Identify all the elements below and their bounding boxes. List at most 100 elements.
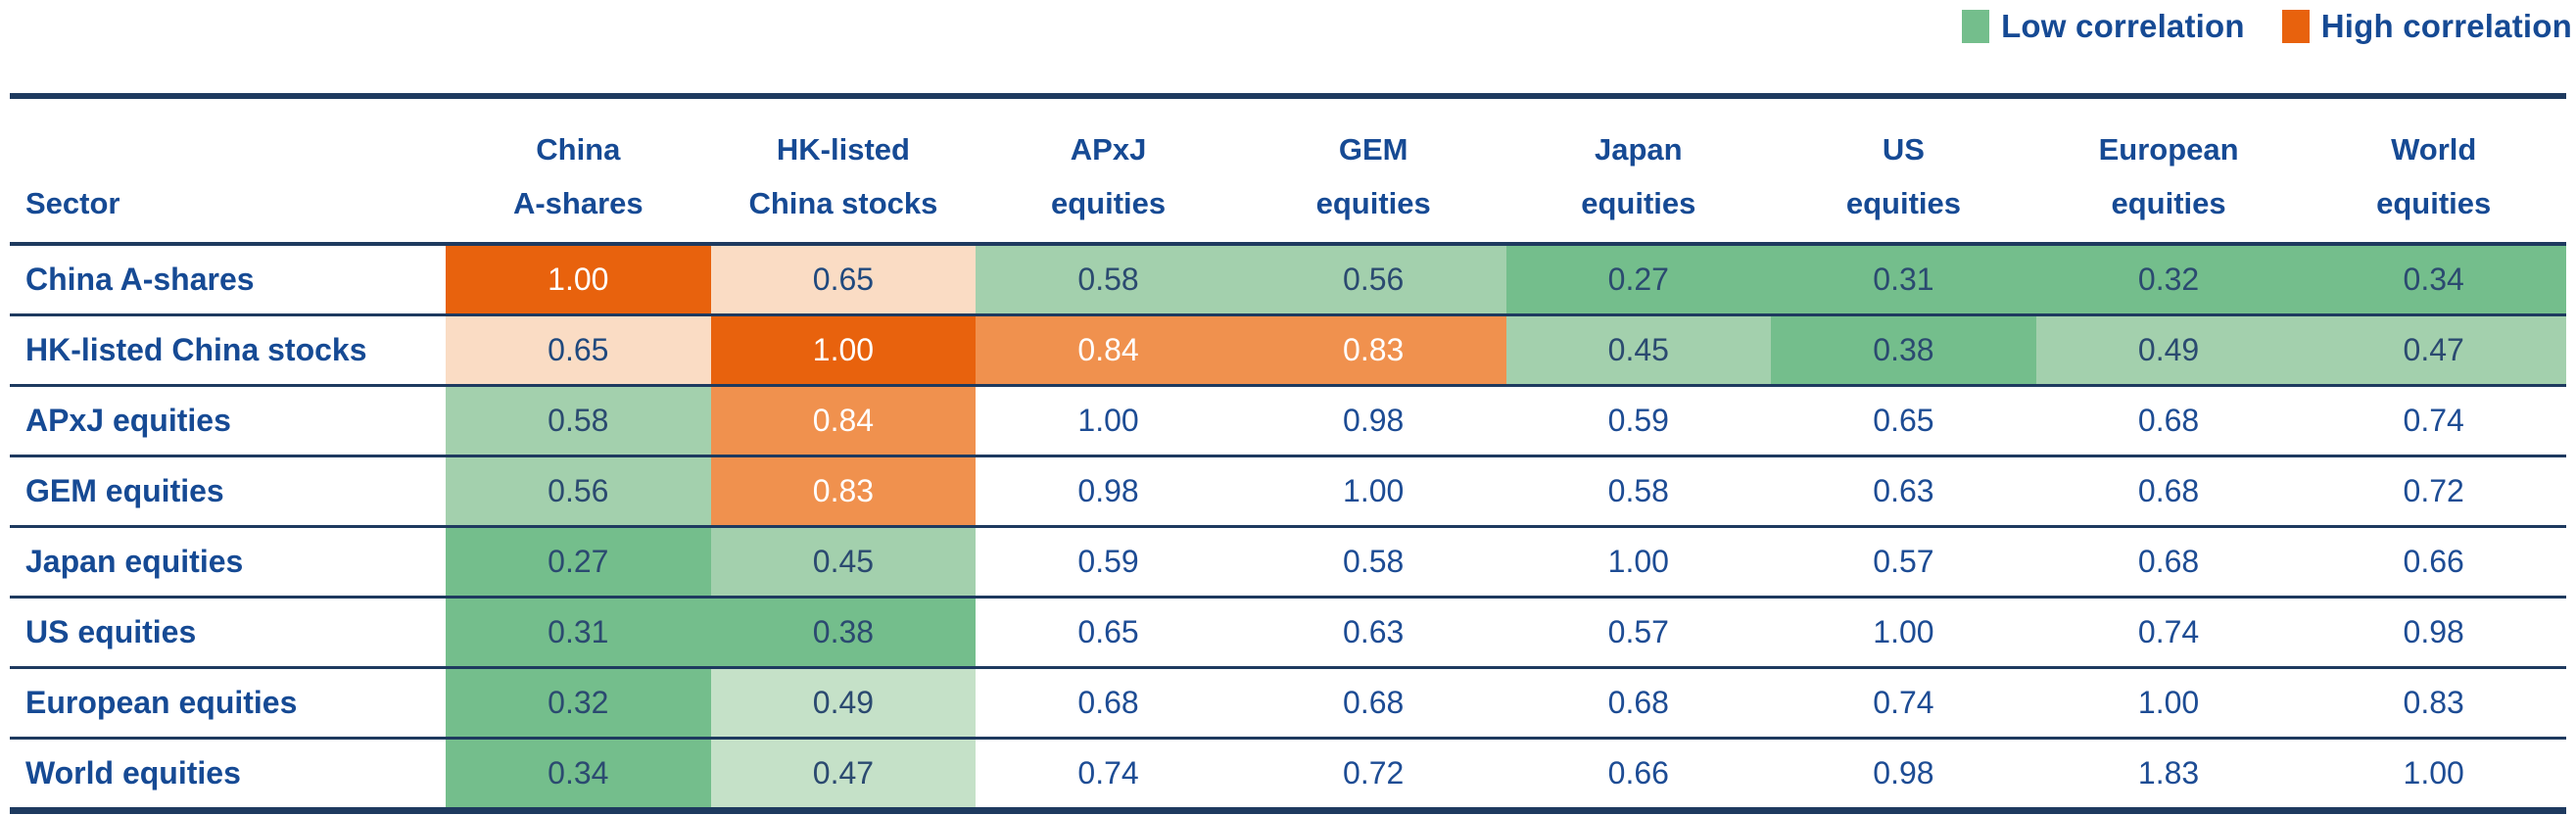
correlation-cell: 0.66 — [1505, 740, 1772, 807]
correlation-cell: 1.00 — [976, 387, 1241, 457]
column-header-line1: European — [2098, 131, 2239, 167]
correlation-cell: 0.83 — [2301, 669, 2566, 740]
correlation-cell: 0.45 — [1505, 316, 1772, 387]
correlation-cell: 1.00 — [2035, 669, 2302, 740]
correlation-cell: 0.68 — [2035, 457, 2302, 528]
legend-label-high: High correlation — [2320, 8, 2572, 44]
correlation-cell: 0.84 — [710, 387, 977, 457]
correlation-cell: 0.98 — [1240, 387, 1506, 457]
row-label: China A-shares — [10, 246, 446, 316]
low-correlation-swatch-icon — [1962, 10, 1990, 43]
correlation-cell: 1.00 — [1771, 599, 2036, 669]
correlation-cell: 0.68 — [2035, 528, 2302, 599]
correlation-cell: 0.83 — [710, 457, 977, 528]
high-correlation-swatch-icon — [2281, 10, 2310, 43]
column-header-line2: China stocks — [748, 185, 938, 220]
column-header: GEM equities — [1240, 99, 1506, 246]
correlation-cell: 0.34 — [446, 740, 711, 807]
column-header: European equities — [2035, 99, 2302, 246]
correlation-cell: 0.98 — [2301, 599, 2566, 669]
correlation-cell: 0.56 — [1240, 246, 1506, 316]
correlation-cell: 0.65 — [446, 316, 711, 387]
correlation-cell: 0.58 — [1240, 528, 1506, 599]
correlation-cell: 0.65 — [1771, 387, 2036, 457]
row-label: Japan equities — [10, 528, 446, 599]
column-header: China A-shares — [446, 99, 711, 246]
correlation-cell: 0.65 — [976, 599, 1241, 669]
correlation-cell: 0.31 — [1771, 246, 2036, 316]
correlation-cell: 0.65 — [710, 246, 977, 316]
correlation-matrix-table: Sector China A-shares HK-listed China stock… — [10, 93, 2566, 814]
row-label: HK-listed China stocks — [10, 316, 446, 387]
column-header-line2: equities — [1581, 185, 1696, 220]
correlation-cell: 1.00 — [710, 316, 977, 387]
correlation-cell: 0.72 — [2301, 457, 2566, 528]
correlation-cell: 0.47 — [2301, 316, 2566, 387]
correlation-cell: 0.63 — [1240, 599, 1506, 669]
column-header: APxJ equities — [976, 99, 1241, 246]
column-header-line2: equities — [2111, 185, 2226, 220]
correlation-cell: 1.00 — [1240, 457, 1506, 528]
column-header-line1: China — [536, 131, 621, 167]
correlation-cell: 0.68 — [1240, 669, 1506, 740]
correlation-cell: 1.00 — [2301, 740, 2566, 807]
column-header: US equities — [1771, 99, 2036, 246]
correlation-cell: 0.57 — [1771, 528, 2036, 599]
correlation-cell: 0.47 — [710, 740, 977, 807]
correlation-cell: 0.68 — [976, 669, 1241, 740]
column-header: World equities — [2301, 99, 2566, 246]
correlation-cell: 0.27 — [1505, 246, 1772, 316]
column-header-line1: GEM — [1338, 131, 1408, 167]
legend-label-low: Low correlation — [2001, 8, 2245, 44]
correlation-cell: 0.98 — [976, 457, 1241, 528]
legend-item-low: Low correlation — [1962, 8, 2245, 45]
correlation-cell: 0.58 — [1505, 457, 1772, 528]
correlation-cell: 0.32 — [446, 669, 711, 740]
correlation-cell: 0.31 — [446, 599, 711, 669]
row-label: GEM equities — [10, 457, 446, 528]
column-header-line2: equities — [2376, 185, 2492, 220]
correlation-cell: 1.00 — [446, 246, 711, 316]
correlation-cell: 0.58 — [446, 387, 711, 457]
correlation-cell: 0.74 — [2035, 599, 2302, 669]
correlation-cell: 0.38 — [710, 599, 977, 669]
row-label: European equities — [10, 669, 446, 740]
row-label: APxJ equities — [10, 387, 446, 457]
correlation-cell: 0.59 — [1505, 387, 1772, 457]
correlation-cell: 0.34 — [2301, 246, 2566, 316]
correlation-cell: 0.49 — [2035, 316, 2302, 387]
correlation-cell: 0.72 — [1240, 740, 1506, 807]
column-header-line2: equities — [1050, 185, 1167, 220]
correlation-cell: 1.00 — [1505, 528, 1772, 599]
correlation-cell: 0.98 — [1771, 740, 2036, 807]
column-header-line1: APxJ — [1070, 131, 1147, 167]
correlation-cell: 0.63 — [1771, 457, 2036, 528]
column-header-line2: equities — [1315, 185, 1431, 220]
legend-item-high: High correlation — [2281, 8, 2572, 45]
column-header-line1: Japan — [1595, 131, 1683, 167]
correlation-cell: 0.66 — [2301, 528, 2566, 599]
row-label: World equities — [10, 740, 446, 807]
column-header: HK-listed China stocks — [710, 99, 977, 246]
column-header-line2: A-shares — [512, 185, 644, 220]
correlation-cell: 0.83 — [1240, 316, 1506, 387]
legend: Low correlation High correlation — [1962, 8, 2572, 45]
row-label: US equities — [10, 599, 446, 669]
correlation-cell: 0.27 — [446, 528, 711, 599]
correlation-cell: 0.57 — [1505, 599, 1772, 669]
correlation-cell: 0.32 — [2035, 246, 2302, 316]
correlation-cell: 0.68 — [2035, 387, 2302, 457]
correlation-cell: 0.74 — [976, 740, 1241, 807]
correlation-cell: 0.68 — [1505, 669, 1772, 740]
correlation-cell: 0.74 — [2301, 387, 2566, 457]
correlation-cell: 1.83 — [2035, 740, 2302, 807]
column-header-line2: equities — [1845, 185, 1962, 220]
correlation-cell: 0.49 — [710, 669, 977, 740]
correlation-cell: 0.38 — [1771, 316, 2036, 387]
column-header-line1: US — [1882, 131, 1925, 167]
correlation-cell: 0.74 — [1771, 669, 2036, 740]
correlation-cell: 0.59 — [976, 528, 1241, 599]
correlation-cell: 0.45 — [710, 528, 977, 599]
correlation-cell: 0.84 — [976, 316, 1241, 387]
column-header: Japan equities — [1505, 99, 1772, 246]
